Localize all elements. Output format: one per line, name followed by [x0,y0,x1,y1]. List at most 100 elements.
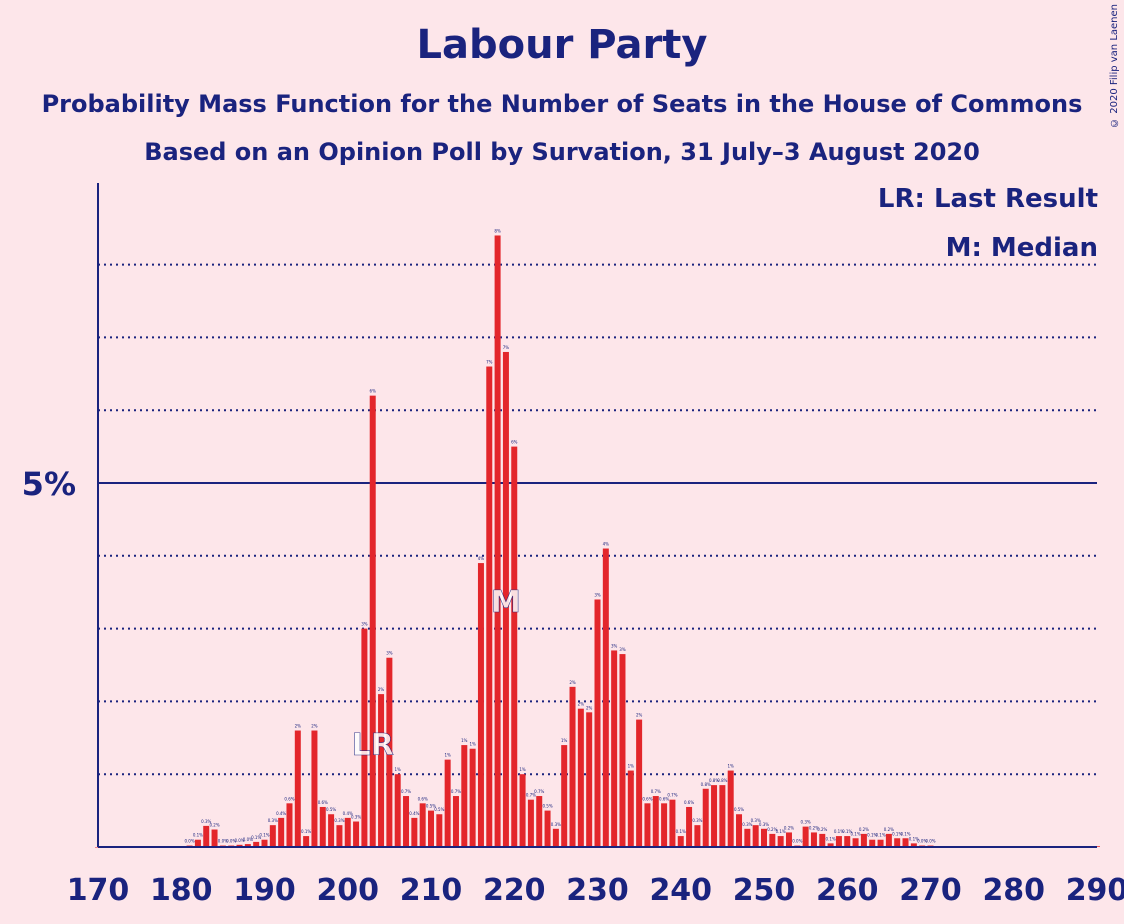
bar [586,712,593,847]
data-label: 4% [603,542,610,547]
x-tick-label: 200 [316,873,379,908]
bar [719,785,726,847]
bar [544,810,551,847]
bar [827,843,834,847]
bar [261,839,268,847]
data-label: 0.1% [842,829,852,834]
x-tick-label: 190 [233,873,296,908]
bar [644,803,651,847]
x-tick-label: 230 [566,873,629,908]
bar [852,838,859,847]
bar [561,745,568,847]
bar [611,650,618,847]
x-tick-label: 180 [150,873,213,908]
data-label: 3% [619,647,626,652]
data-label: 2% [378,687,385,692]
data-label: 0.8% [717,778,727,783]
bar [436,814,443,847]
data-label: 0.7% [534,789,544,794]
data-label: 0.6% [284,796,294,801]
data-label: 4% [478,556,485,561]
bar [494,235,501,848]
data-label: 3% [594,592,601,597]
data-label: 8% [494,228,501,233]
bar [627,770,634,847]
data-label: 0.1% [251,835,261,840]
data-label: 0.0% [243,837,253,842]
data-label: 0.5% [734,807,744,812]
bar [785,832,792,847]
data-label: 0.3% [201,819,211,824]
data-label: 0.0% [792,839,802,844]
bar [769,833,776,847]
bar [910,843,917,847]
bar [652,796,659,847]
bar [877,839,884,847]
bar [194,839,201,847]
bar [419,803,426,847]
bar [860,833,867,847]
bar [894,838,901,847]
data-label: 0.7% [401,789,411,794]
data-label: 0.1% [301,829,311,834]
x-tick-label: 240 [649,873,712,908]
x-tick-label: 170 [67,873,130,908]
bar [203,825,210,847]
bar [286,803,293,847]
bar [569,686,576,847]
data-label: 0.2% [817,827,827,832]
data-label: 7% [503,345,510,350]
data-label: 0.1% [193,833,203,838]
data-label: 0.6% [659,796,669,801]
data-label: 0.3% [751,818,761,823]
bar [636,719,643,847]
data-label: 0.5% [426,804,436,809]
bar [319,806,326,847]
data-label: 2% [636,713,643,718]
data-label: 3% [611,643,618,648]
data-label: 0.3% [801,820,811,825]
data-label: 0.6% [318,800,328,805]
bar [461,745,468,847]
bar [211,829,218,847]
median-marker: M [491,585,521,620]
data-label: 0.4% [409,811,419,816]
bar [353,821,360,847]
bar [819,833,826,847]
bar [311,730,318,847]
bar [444,759,451,847]
legend-last-result: LR: Last Result [877,184,1098,214]
data-label: 0.7% [526,793,536,798]
bar [577,708,584,847]
bar [303,836,310,847]
data-label: 6% [370,389,377,394]
data-label: 6% [511,440,518,445]
bar [477,563,484,847]
data-label: 0.7% [651,789,661,794]
bar [519,774,526,847]
bar [502,351,509,847]
bar [428,810,434,847]
data-label: 0.0% [218,839,228,844]
data-label: 0.1% [834,829,844,834]
x-tick-label: 210 [400,873,463,908]
data-label: 0.5% [434,807,444,812]
bar [677,836,684,847]
chart-subtitle-poll: Based on an Opinion Poll by Survation, 3… [144,138,980,166]
data-label: 0.7% [451,789,461,794]
legend-median: M: Median [945,233,1098,263]
bar [486,366,493,847]
data-label: 0.8% [701,782,711,787]
bar [835,836,842,847]
bar [727,770,734,847]
bar [361,628,368,847]
bar [328,814,335,847]
bar [736,814,743,847]
data-label: 0.1% [875,833,885,838]
y-tick-label: 5% [22,465,76,503]
data-label: 0.1% [892,831,902,836]
bar [236,844,243,847]
data-label: 1% [469,742,476,747]
bar [902,838,909,847]
